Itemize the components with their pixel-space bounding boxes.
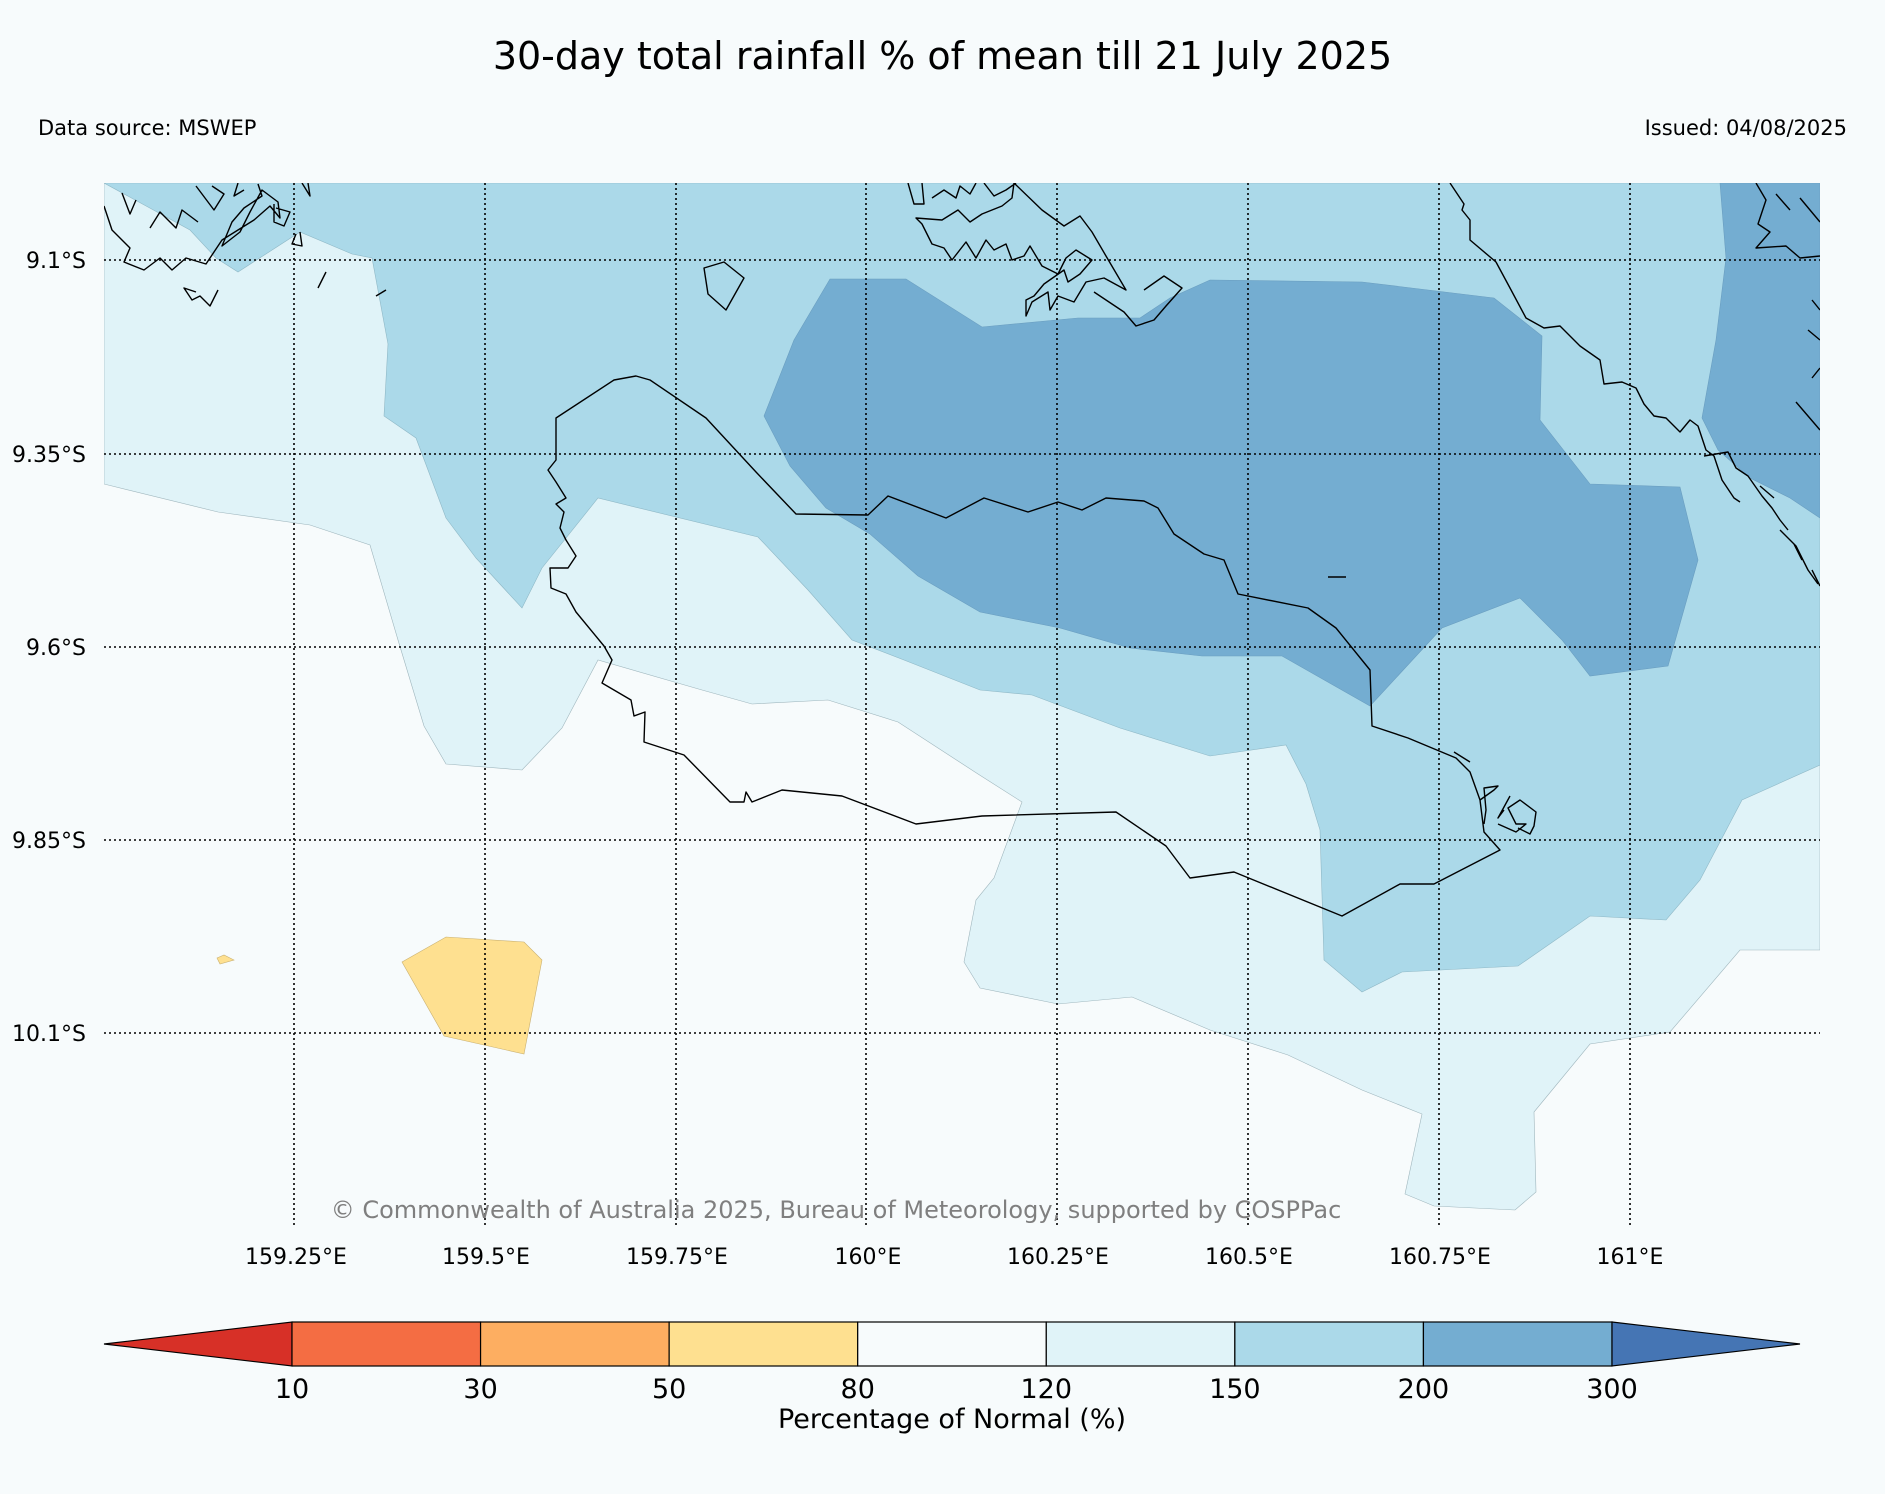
lon-label: 159.25°E — [245, 1245, 347, 1270]
lon-label: 159.5°E — [442, 1245, 530, 1270]
lon-label: 160.5°E — [1205, 1245, 1293, 1270]
colorbar-segment — [479, 1321, 670, 1367]
colorbar-segment — [291, 1321, 482, 1367]
data-source-label: Data source: MSWEP — [38, 116, 257, 140]
coastlines — [104, 183, 1820, 917]
colorbar-tick-label: 300 — [1586, 1374, 1638, 1405]
lon-label: 160.75°E — [1389, 1245, 1491, 1270]
coastline-russell-islands — [104, 183, 327, 307]
longitude-labels: 159.25°E 159.5°E 159.75°E 160°E 160.25°E… — [245, 1245, 1663, 1270]
colorbar-segment — [1234, 1321, 1425, 1367]
colorbar-tick-label: 80 — [841, 1374, 875, 1405]
contour-50-80-patch — [401, 936, 543, 1055]
lon-label: 161°E — [1597, 1245, 1664, 1270]
issued-date-label: Issued: 04/08/2025 — [1644, 116, 1847, 140]
colorbar-segment — [1045, 1321, 1236, 1367]
colorbar-segment — [1422, 1321, 1613, 1367]
lon-label: 160.25°E — [1007, 1245, 1109, 1270]
coastline-guadalcanal — [547, 375, 1501, 917]
graticule — [104, 183, 1820, 1228]
lat-label: 9.35°S — [12, 443, 86, 468]
colorbar-high-extension — [1611, 1321, 1801, 1367]
colorbar-low-extension — [103, 1321, 293, 1367]
coastline-islet — [375, 289, 387, 297]
colorbar-tick-label: 200 — [1398, 1374, 1450, 1405]
colorbar-tick-label: 30 — [463, 1374, 497, 1405]
coastline-malaita — [1449, 183, 1820, 587]
colorbar-tick-label: 50 — [652, 1374, 686, 1405]
colorbar-segment — [668, 1321, 859, 1367]
colorbar-tick-label: 120 — [1021, 1374, 1073, 1405]
map-area: © Commonwealth of Australia 2025, Bureau… — [104, 183, 1820, 1228]
lat-label: 9.6°S — [26, 636, 86, 661]
latitude-labels: 9.1°S 9.35°S 9.6°S 9.85°S 10.1°S — [12, 249, 86, 1047]
colorbar: 10 30 50 80 120 150 200 300 Percentage of Norma… — [103, 1321, 1801, 1435]
colorbar-tick-label: 10 — [275, 1374, 309, 1405]
lon-label: 159.75°E — [626, 1245, 728, 1270]
colorbar-segment — [857, 1321, 1047, 1367]
coastline-florida-islands — [907, 183, 1183, 327]
colorbar-title: Percentage of Normal (%) — [778, 1404, 1126, 1435]
contour-50-80-speck — [216, 954, 235, 965]
coastline-se-islands — [1453, 751, 1537, 835]
copyright-watermark: © Commonwealth of Australia 2025, Bureau… — [331, 1196, 1342, 1224]
lat-label: 9.1°S — [26, 249, 86, 274]
coastline-small-island — [703, 261, 745, 311]
lat-label: 9.85°S — [12, 829, 86, 854]
lon-label: 160°E — [835, 1245, 902, 1270]
map-title: 30-day total rainfall % of mean till 21 … — [492, 34, 1393, 78]
lat-label: 10.1°S — [12, 1022, 86, 1047]
colorbar-tick-label: 150 — [1209, 1374, 1261, 1405]
